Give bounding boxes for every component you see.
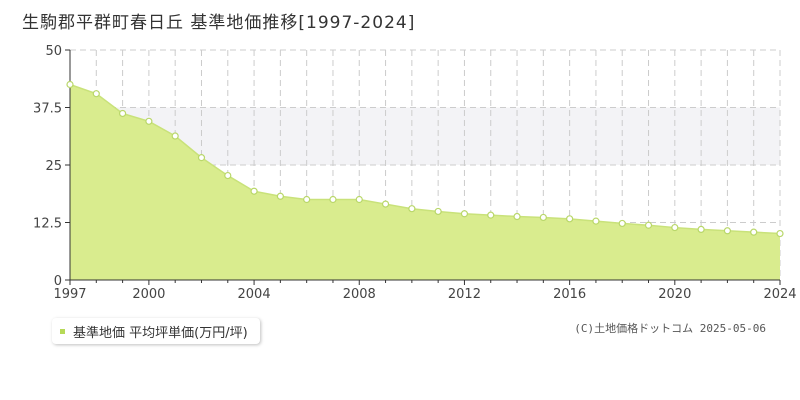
tick-labels-layer: 0 12.5 25 37.5 50 1997 2000 2004 2008 2012 2016 202… xyxy=(33,44,797,300)
data-point xyxy=(592,217,600,225)
legend-swatch xyxy=(60,328,65,334)
data-point xyxy=(92,90,100,98)
y-tick-label: 0 xyxy=(54,274,62,289)
y-tick-label: 25 xyxy=(45,159,62,174)
data-point xyxy=(644,221,653,229)
area-chart: 0 12.5 25 37.5 50 1997 2000 2004 2008 2012 2016 202… xyxy=(33,44,797,300)
data-point xyxy=(618,219,626,228)
data-point xyxy=(697,225,705,233)
x-tick-label: 2008 xyxy=(343,287,376,300)
legend: 基準地価 平均坪単価(万円/坪) xyxy=(52,318,260,344)
data-point xyxy=(171,132,179,140)
data-point xyxy=(750,228,758,236)
area-layer xyxy=(69,83,781,280)
axis-layer xyxy=(65,49,781,285)
data-point xyxy=(276,192,284,200)
chart-title: 生駒郡平群町春日丘 基準地価推移[1997-2024] xyxy=(22,13,416,33)
data-point xyxy=(460,210,469,218)
series-line xyxy=(69,83,781,235)
data-point xyxy=(66,80,74,89)
data-point xyxy=(539,213,547,222)
data-point xyxy=(224,171,232,180)
markers-layer xyxy=(66,80,784,238)
data-point xyxy=(145,117,153,125)
x-tick-label: 2020 xyxy=(658,287,691,300)
data-point xyxy=(513,212,521,221)
data-point xyxy=(776,229,784,238)
copyright-text: (C)土地価格ドットコム 2025-05-06 xyxy=(574,322,766,335)
x-tick-label: 2004 xyxy=(238,287,271,300)
data-point xyxy=(197,154,206,162)
data-point xyxy=(381,200,390,208)
y-tick-label: 37.5 xyxy=(33,102,62,117)
data-point xyxy=(250,187,258,195)
data-point xyxy=(434,207,442,216)
x-tick-label: 2000 xyxy=(132,287,165,300)
x-tick-label: 1997 xyxy=(53,287,86,300)
data-point xyxy=(329,195,337,204)
series-area xyxy=(70,84,780,280)
legend-label: 基準地価 平均坪単価(万円/坪) xyxy=(73,325,248,341)
x-tick-label: 2016 xyxy=(553,287,586,300)
data-point xyxy=(487,211,495,219)
data-point xyxy=(566,215,574,223)
data-point xyxy=(408,205,416,213)
data-point xyxy=(671,223,679,232)
data-point xyxy=(355,195,363,204)
y-tick-label: 12.5 xyxy=(33,217,62,232)
x-tick-label: 2012 xyxy=(448,287,481,300)
data-point xyxy=(303,195,311,204)
y-tick-label: 50 xyxy=(45,44,62,59)
x-tick-label: 2024 xyxy=(763,287,796,300)
data-point xyxy=(118,109,127,118)
data-point xyxy=(723,227,732,235)
